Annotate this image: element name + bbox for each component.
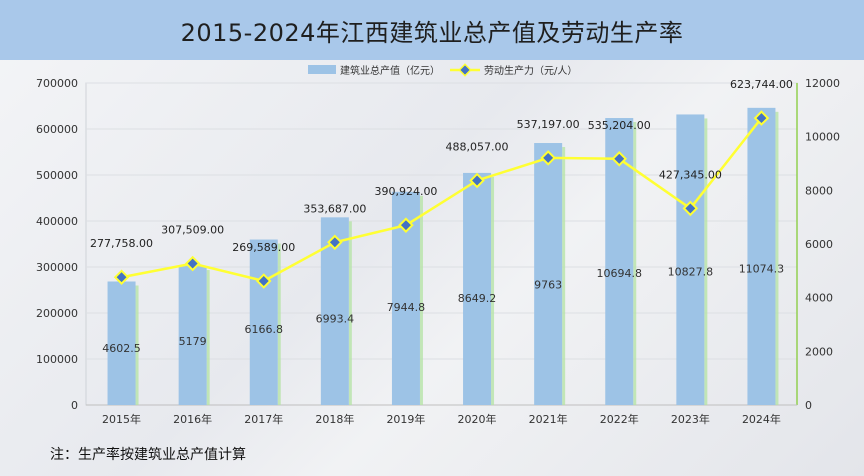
line-marker <box>611 151 628 167</box>
y-left-tick-label: 500000 <box>36 169 78 182</box>
legend-label-bar: 建筑业总产值（亿元） <box>340 64 440 77</box>
bar <box>249 239 278 405</box>
x-tick-label: 2017年 <box>244 412 283 426</box>
y-right-tick-label: 6000 <box>805 238 833 251</box>
bar-data-label: 10694.8 <box>597 267 643 280</box>
x-tick-label: 2022年 <box>600 412 639 426</box>
x-tick-label: 2015年 <box>102 412 141 426</box>
bar-data-label: 11074.3 <box>739 262 785 275</box>
series-line <box>121 117 763 283</box>
bar <box>107 281 136 405</box>
x-tick-label: 2024年 <box>742 412 781 426</box>
line-data-label: 390,924.00 <box>374 185 437 198</box>
bar-shadow <box>348 221 352 405</box>
y-right-tick-label: 2000 <box>805 345 833 358</box>
bar-data-label: 4602.5 <box>102 342 141 355</box>
bar-shadow <box>419 195 423 405</box>
bar <box>747 107 776 406</box>
bar <box>534 143 563 405</box>
title-bar: 2015-2024年江西建筑业总产值及劳动生产率 <box>0 0 864 60</box>
bar-data-label: 6166.8 <box>245 323 284 336</box>
y-right-tick-label: 0 <box>805 399 812 412</box>
y-left-tick-label: 600000 <box>36 123 78 136</box>
bar-shadow <box>775 111 779 406</box>
legend-swatch-bar <box>308 65 336 74</box>
bar-data-label: 5179 <box>179 335 207 348</box>
line-data-label: 277,758.00 <box>90 237 153 250</box>
x-tick-label: 2020年 <box>458 412 497 426</box>
bar-shadow <box>704 118 708 405</box>
x-tick-label: 2016年 <box>173 412 212 426</box>
line-data-label: 535,204.00 <box>588 119 651 132</box>
line-data-label: 537,197.00 <box>517 118 580 131</box>
line-marker <box>540 150 556 166</box>
y-right-tick-label: 8000 <box>805 184 833 197</box>
bar-shadow <box>206 270 210 405</box>
y-right-tick-label: 10000 <box>805 131 840 144</box>
bar-shadow <box>135 285 139 405</box>
bar-shadow <box>633 122 637 406</box>
y-right-tick-label: 4000 <box>805 292 833 305</box>
y-left-tick-label: 400000 <box>36 215 78 228</box>
line-marker <box>753 110 770 126</box>
line-data-label: 353,687.00 <box>303 202 366 215</box>
bar-data-label: 6993.4 <box>316 313 355 326</box>
line-marker <box>398 217 414 233</box>
line-marker <box>255 273 272 289</box>
line-marker <box>113 269 130 286</box>
legend-label-line: 劳动生产力（元/人） <box>484 64 577 77</box>
legend-marker-line <box>458 63 472 77</box>
x-tick-label: 2019年 <box>386 412 425 426</box>
bar-data-label: 9763 <box>534 278 562 291</box>
line-data-label: 427,345.00 <box>659 168 722 181</box>
chart-title: 2015-2024年江西建筑业总产值及劳动生产率 <box>180 18 684 47</box>
y-right-tick-label: 12000 <box>805 77 840 90</box>
y-left-tick-label: 0 <box>71 399 78 412</box>
bar <box>178 266 207 405</box>
line-marker <box>682 200 699 217</box>
bar <box>676 114 705 405</box>
y-left-tick-label: 300000 <box>36 261 78 274</box>
bar-data-label: 8649.2 <box>458 292 497 305</box>
x-tick-label: 2018年 <box>315 412 354 426</box>
x-tick-label: 2023年 <box>671 412 710 426</box>
bar-shadow <box>277 243 281 405</box>
bar-shadow <box>491 176 495 405</box>
line-marker <box>469 172 485 189</box>
line-data-label: 307,509.00 <box>161 224 224 237</box>
y-left-tick-label: 700000 <box>36 77 78 90</box>
bar-data-label: 7944.8 <box>387 301 426 314</box>
y-left-tick-label: 200000 <box>36 307 78 320</box>
x-tick-label: 2021年 <box>529 412 568 426</box>
line-data-label: 488,057.00 <box>446 140 509 153</box>
line-marker <box>184 255 201 272</box>
line-data-label: 269,589.00 <box>232 241 295 254</box>
footnote: 注：生产率按建筑业总产值计算 <box>50 447 246 463</box>
bar <box>463 172 492 405</box>
bar-data-label: 10827.8 <box>668 265 714 278</box>
line-data-label: 623,744.00 <box>730 78 793 91</box>
line-marker <box>327 234 343 251</box>
y-left-tick-label: 100000 <box>36 353 78 366</box>
bar-shadow <box>562 147 566 405</box>
